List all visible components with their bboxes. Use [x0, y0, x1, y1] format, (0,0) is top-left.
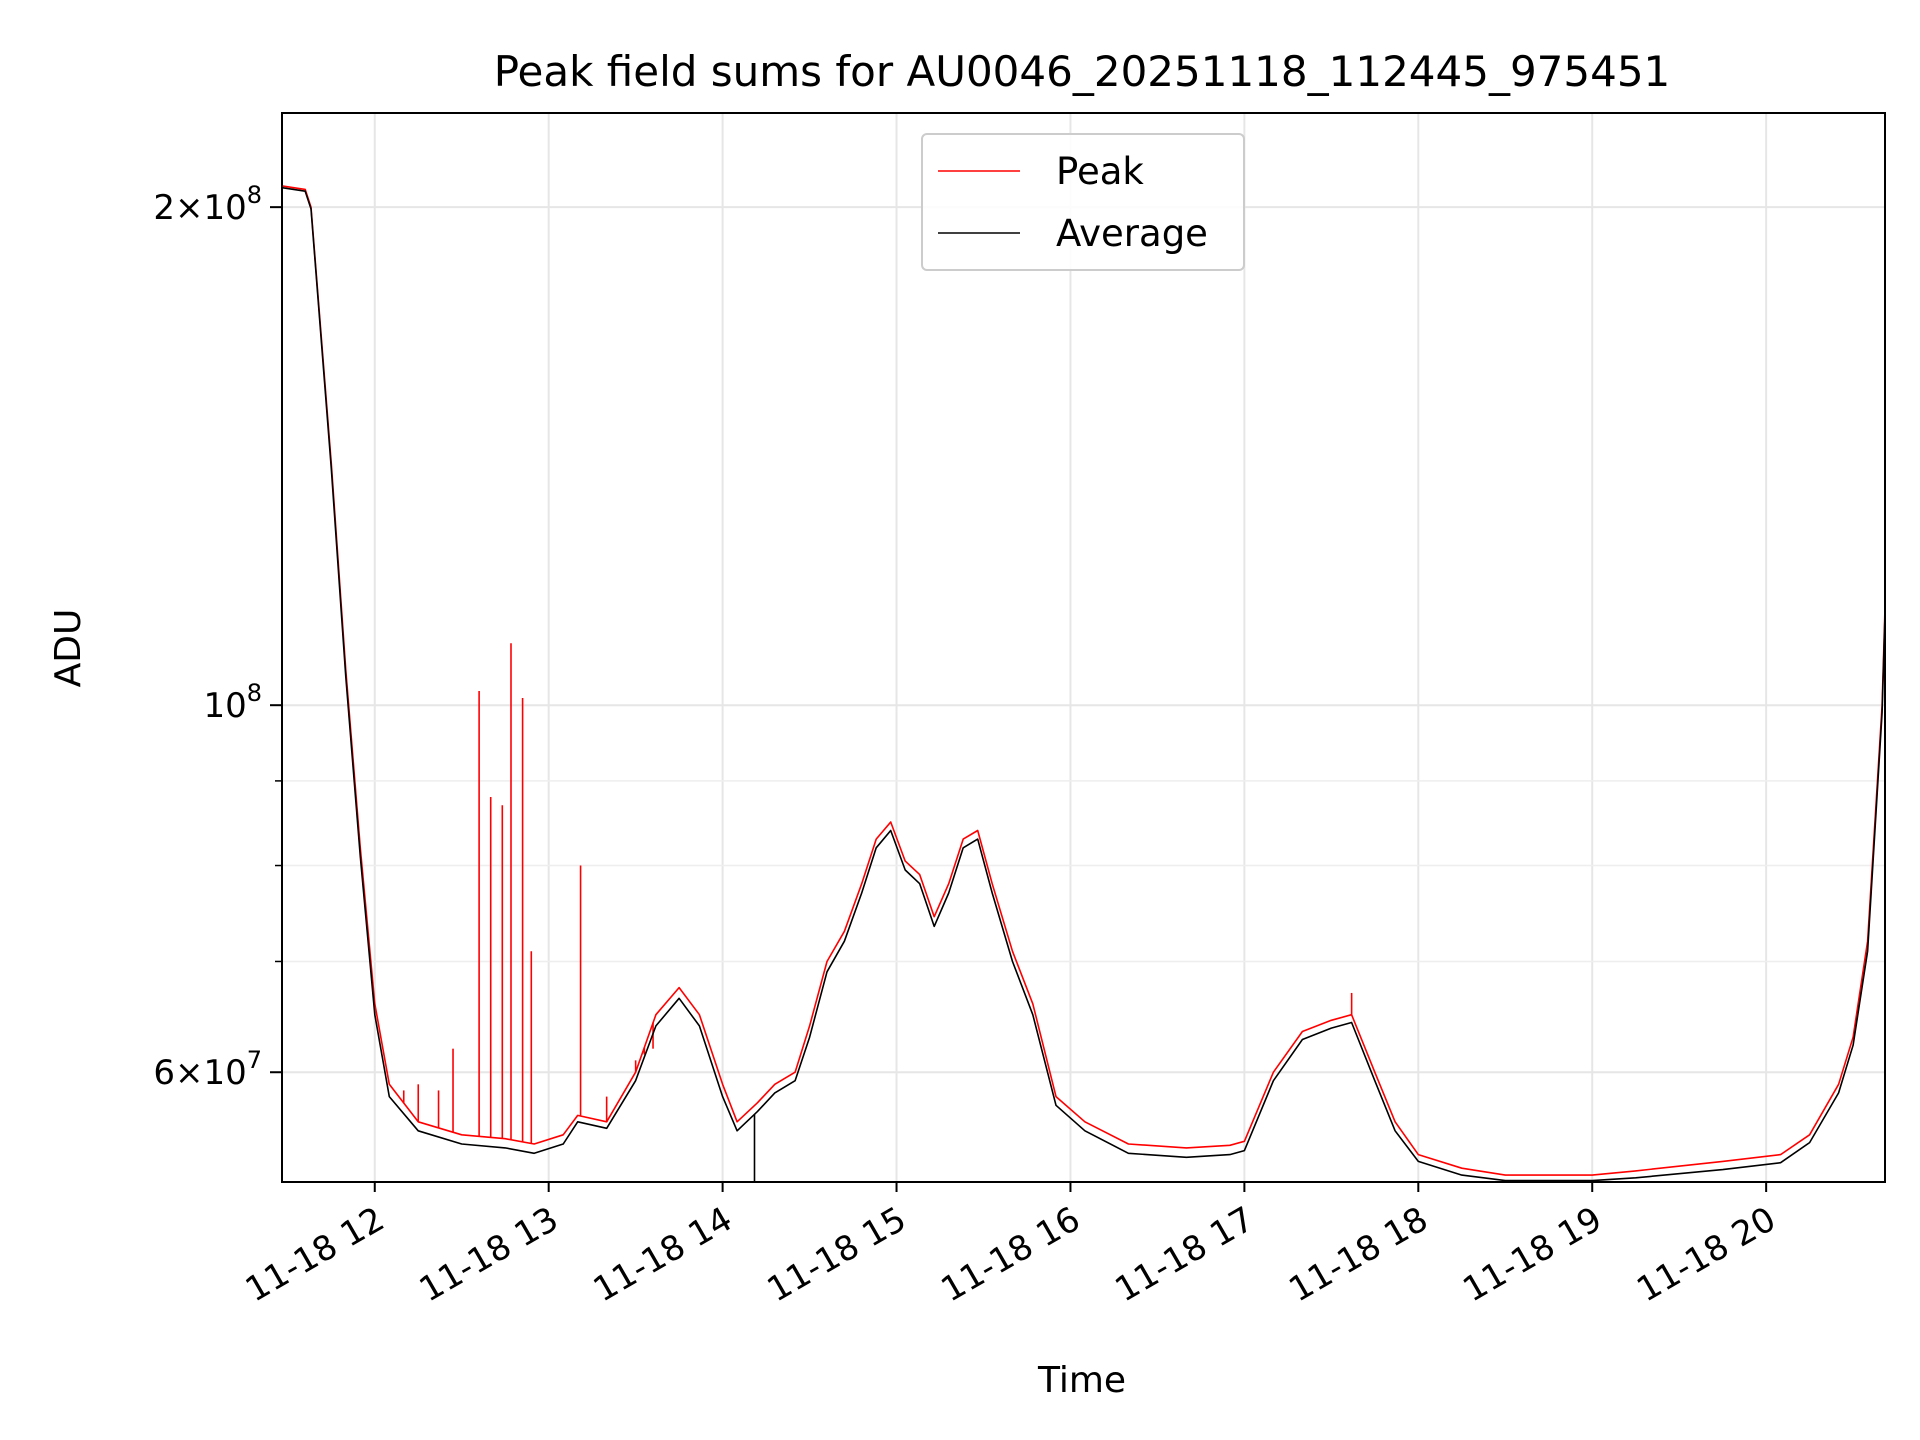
y-tick-label: 6×107 [153, 1046, 262, 1093]
plot-frame [281, 112, 1886, 1183]
legend-label-average: Average [1056, 212, 1208, 255]
x-axis-label: Time [1037, 1360, 1126, 1401]
y-axis: 2×108 108 6×107 [153, 181, 282, 1093]
legend: Peak Average [921, 133, 1245, 271]
series-layer [282, 185, 1885, 1182]
y-axis-label: ADU [48, 609, 89, 688]
y-tick-label: 2×108 [153, 181, 262, 228]
series-line-average [282, 186, 1885, 1182]
legend-label-peak: Peak [1056, 150, 1144, 193]
legend-box [921, 133, 1245, 271]
chart-title: Peak field sums for AU0046_20251118_1124… [494, 47, 1671, 96]
y-tick-label: 108 [203, 679, 262, 726]
series-line-peak [282, 185, 1885, 1176]
